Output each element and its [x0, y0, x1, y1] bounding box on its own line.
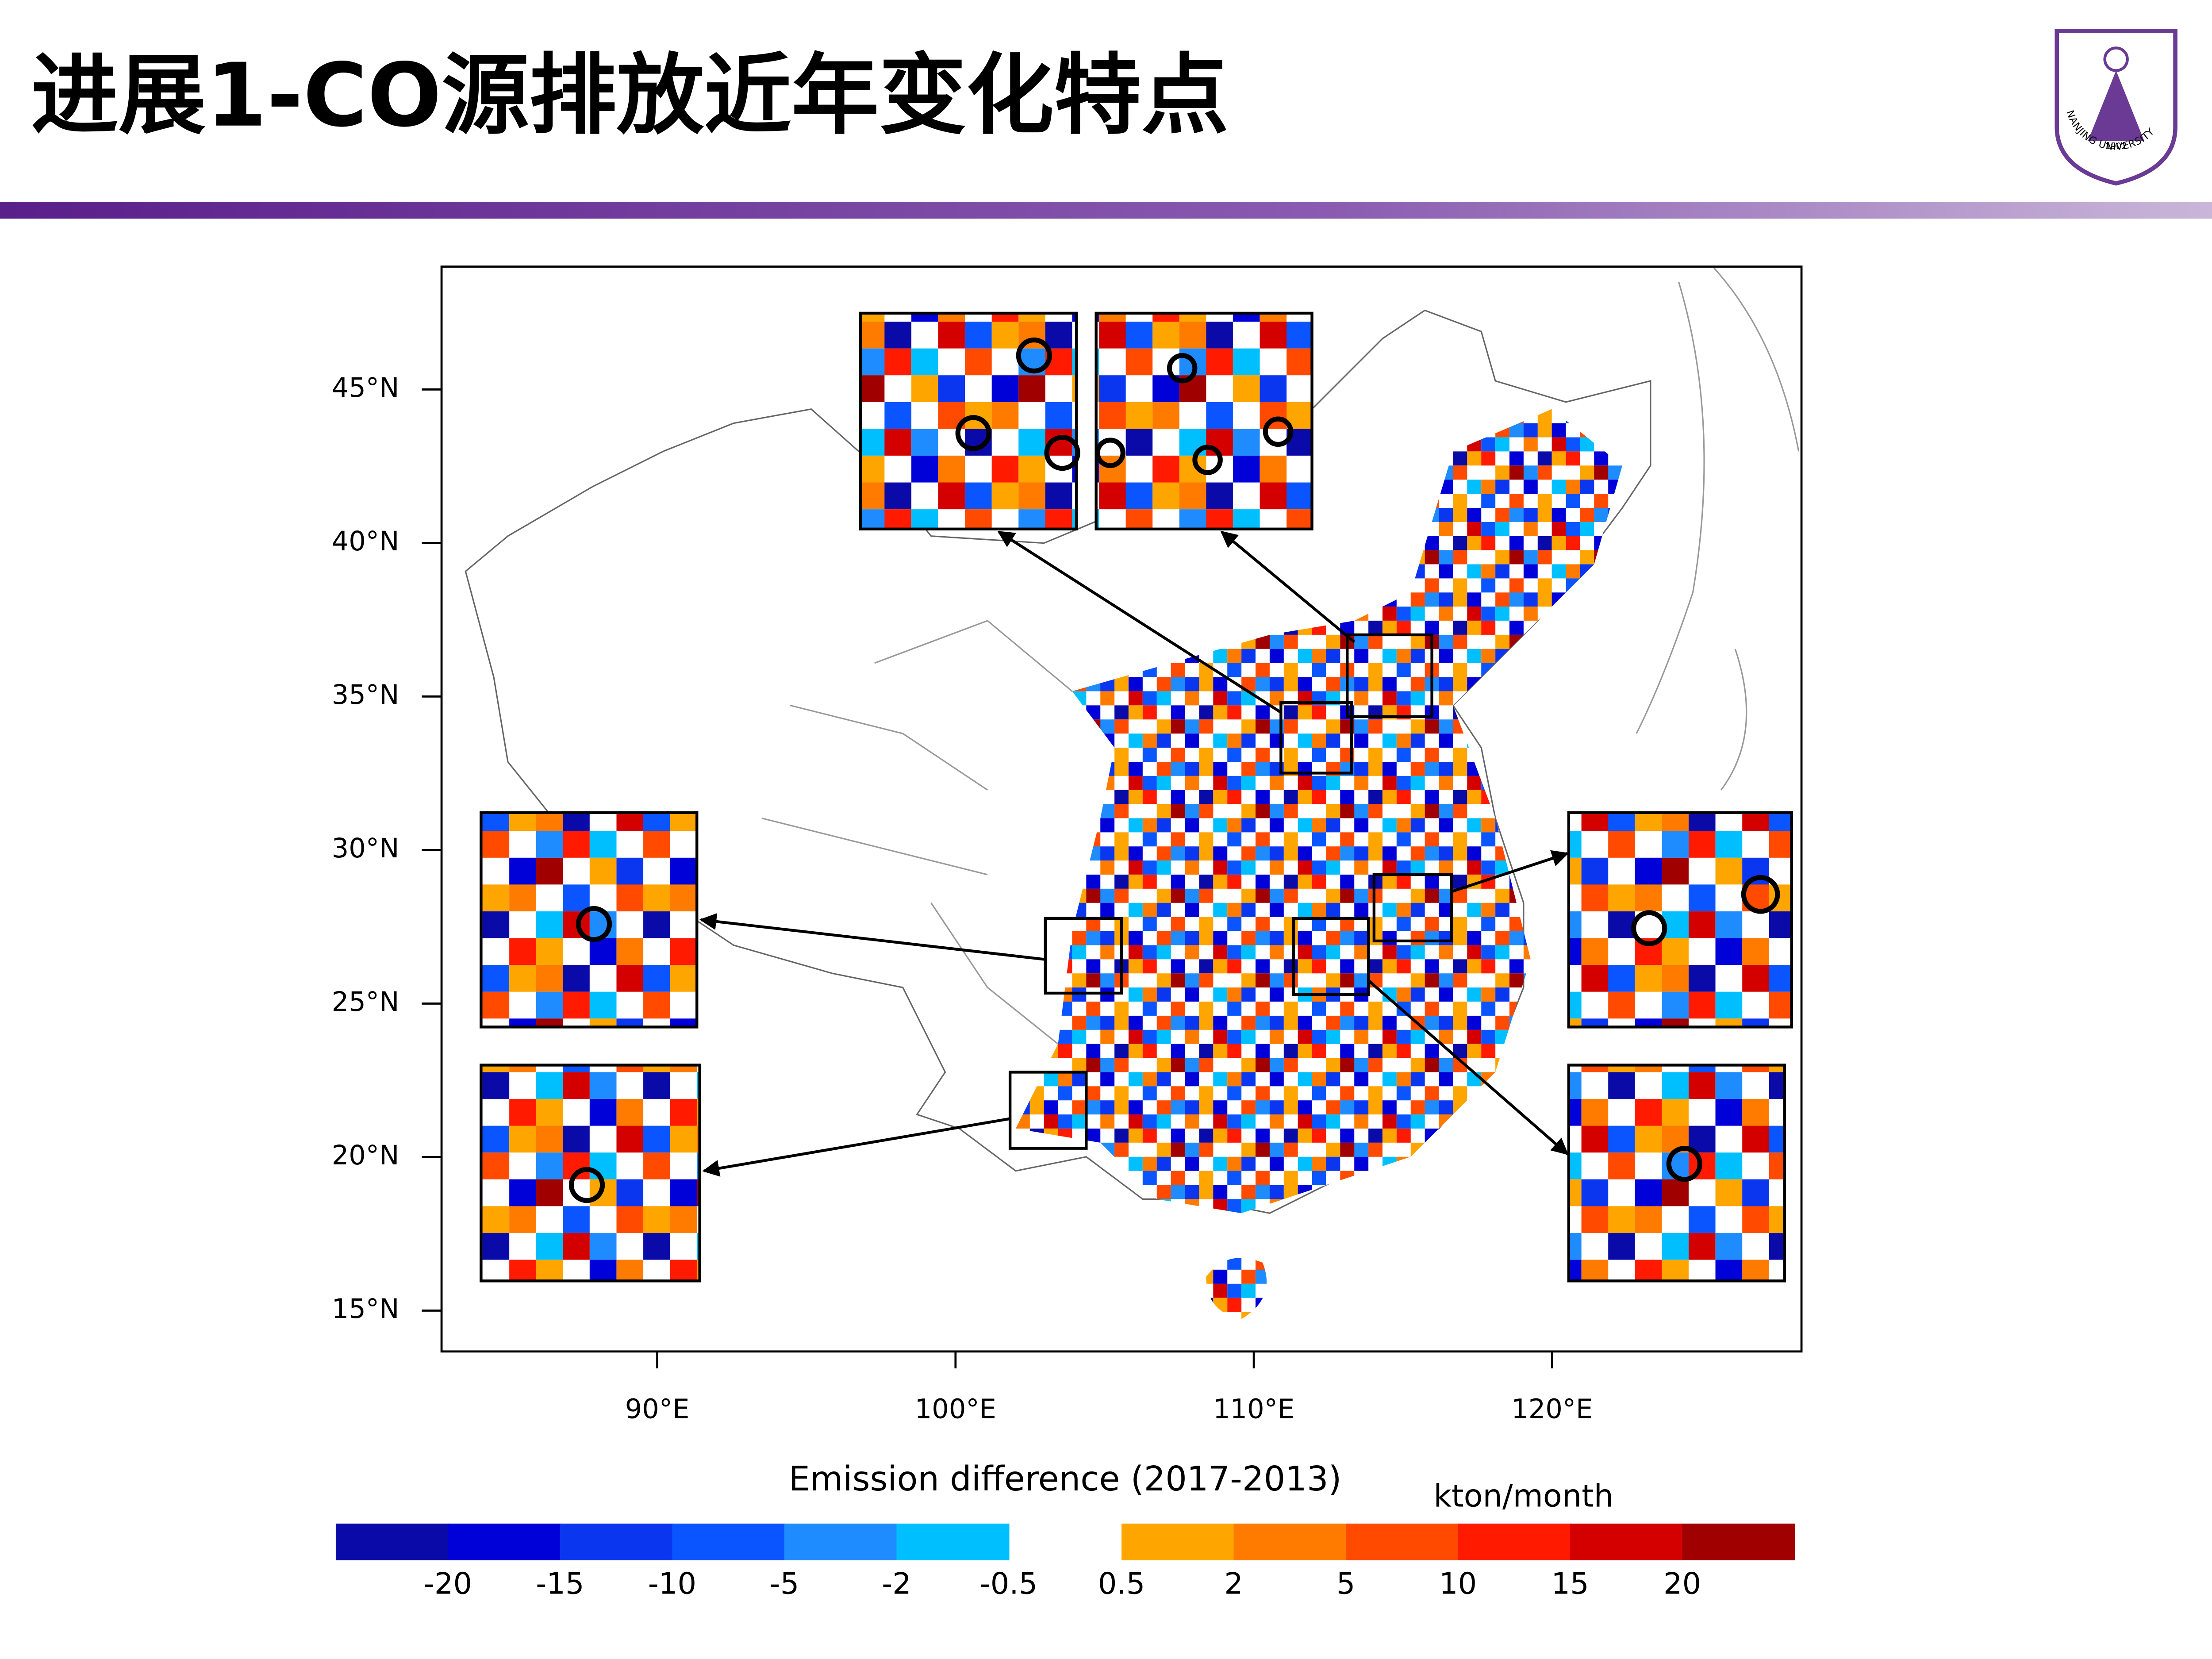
colorbar-tick-label: 2	[1224, 1567, 1243, 1601]
colorbar-box	[1121, 1523, 1235, 1560]
y-tick-label: 45°N	[332, 373, 399, 403]
colorbar-box	[1233, 1523, 1347, 1560]
colorbar-tick-label: -10	[648, 1567, 696, 1601]
y-tick-label: 30°N	[332, 833, 399, 864]
colorbar-tick-label: -20	[424, 1567, 472, 1601]
colorbar-box	[784, 1523, 898, 1560]
colorbar-box	[448, 1523, 561, 1560]
y-tick-label: 20°N	[332, 1140, 399, 1171]
y-tick-label: 15°N	[332, 1294, 399, 1325]
logo-year: 1902	[2105, 141, 2127, 151]
colorbar-box	[1570, 1523, 1683, 1560]
colorbar-tick-label: 20	[1663, 1567, 1701, 1601]
x-tick-label: 120°E	[1511, 1394, 1593, 1425]
x-tick-label: 90°E	[625, 1394, 690, 1425]
colorbar-box	[1682, 1523, 1795, 1560]
colorbar-tick-label: 10	[1439, 1567, 1477, 1601]
colorbar-box	[560, 1523, 673, 1560]
header-bar	[0, 201, 2212, 219]
slide-title: 进展1-CO源排放近年变化特点	[31, 44, 1229, 146]
colorbar-box	[335, 1523, 449, 1560]
colorbar-tick-label: -2	[882, 1567, 911, 1601]
colorbar-title: Emission difference (2017-2013)	[789, 1459, 1342, 1499]
colorbar-box	[1346, 1523, 1459, 1560]
hainan-field	[1206, 1258, 1267, 1319]
colorbar-unit: kton/month	[1433, 1478, 1613, 1514]
x-tick-label: 110°E	[1213, 1394, 1294, 1425]
y-tick-label: 40°N	[332, 526, 399, 557]
colorbar-box	[896, 1523, 1010, 1560]
colorbar-tick-label: 0.5	[1098, 1567, 1145, 1601]
colorbar-tick-label: -15	[536, 1567, 584, 1601]
emission-field	[1015, 409, 1623, 1214]
insets	[480, 311, 1793, 1283]
y-tick-label: 25°N	[332, 987, 399, 1018]
colorbar-tick-label: 15	[1551, 1567, 1589, 1601]
y-tick-label: 35°N	[332, 680, 399, 710]
colorbar-tick-label: 5	[1336, 1567, 1356, 1601]
colorbar-box	[1458, 1523, 1571, 1560]
colorbar-tick-label: -0.5	[980, 1567, 1038, 1601]
logo: NANJING UNIVERSITY 1902	[2055, 29, 2177, 186]
colorbar-box	[672, 1523, 785, 1560]
colorbar-tick-label: -5	[770, 1567, 799, 1601]
x-tick-label: 100°E	[915, 1394, 996, 1425]
